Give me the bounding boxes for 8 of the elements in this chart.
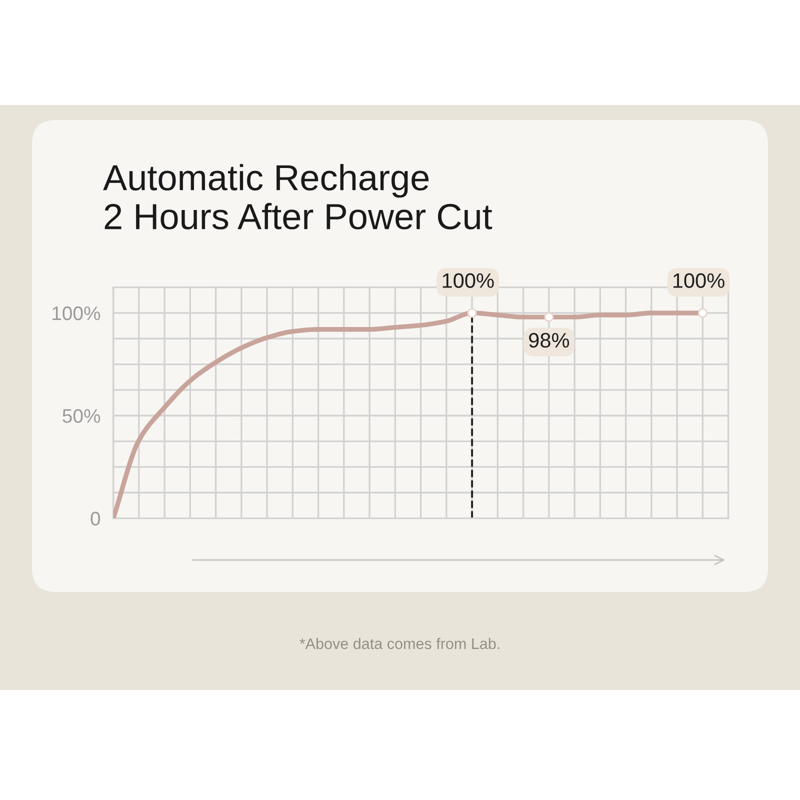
y-tick-label: 0 bbox=[90, 512, 100, 526]
data-label: 100% bbox=[673, 273, 724, 288]
text: *Above data comes from Lab. bbox=[300, 638, 500, 650]
chart-title: Automatic Recharge 2 Hours After Power Cut bbox=[103, 164, 492, 230]
y-tick-label: 100% bbox=[52, 306, 100, 320]
data-label: 100% bbox=[442, 273, 494, 288]
y-tick-label: 50% bbox=[62, 409, 100, 423]
data-label: 98% bbox=[529, 332, 570, 348]
